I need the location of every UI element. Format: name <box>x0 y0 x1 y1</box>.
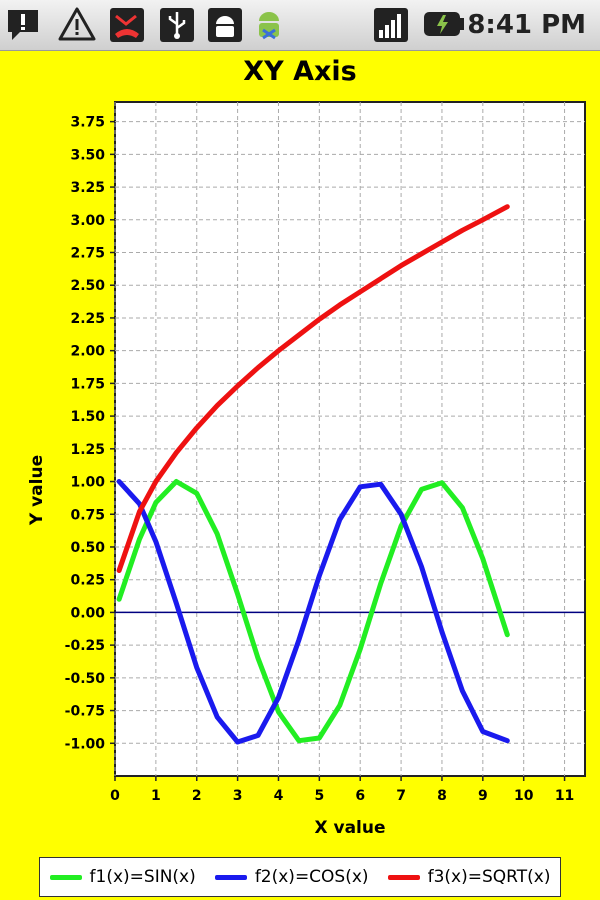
y-tick-label: 1.50 <box>70 409 105 425</box>
x-axis-label: X value <box>314 818 385 838</box>
x-tick-label: 4 <box>274 788 284 804</box>
y-tick-label: -0.25 <box>65 638 105 654</box>
android-debug-icon <box>259 12 279 40</box>
series-lines <box>116 204 510 745</box>
legend-item-sin: f1(x)=SIN(x) <box>49 867 196 887</box>
legend-swatch-sqrt <box>387 874 420 880</box>
warning-icon <box>58 7 96 41</box>
y-tick-label: 3.50 <box>70 147 105 163</box>
y-tick-label: -0.50 <box>65 671 106 687</box>
legend-label-sqrt: f3(x)=SQRT(x) <box>427 867 551 887</box>
y-tick-label: 1.25 <box>70 442 105 458</box>
x-tick-label: 3 <box>233 788 243 804</box>
chart-legend: f1(x)=SIN(x) f2(x)=COS(x) f3(x)=SQRT(x) <box>39 857 561 897</box>
legend-label-sin: f1(x)=SIN(x) <box>89 867 196 887</box>
x-tick-label: 2 <box>192 788 202 804</box>
x-tick-label: 5 <box>314 788 324 804</box>
status-bar: 8:41 PM <box>0 0 600 51</box>
y-tick-label: 0.25 <box>70 573 105 589</box>
series-line-sqrt <box>116 204 510 573</box>
y-tick-label: 2.00 <box>70 344 105 360</box>
y-tick-label: 3.75 <box>70 115 105 131</box>
y-axis-label: Y value <box>27 455 47 526</box>
x-axis-ticks: 0 1 2 3 4 5 6 7 8 9 10 11 <box>110 776 574 804</box>
legend-swatch-sin <box>49 874 82 880</box>
series-line-cos <box>116 479 510 745</box>
x-tick-label: 1 <box>151 788 161 804</box>
legend-label-cos: f2(x)=COS(x) <box>254 867 369 887</box>
y-tick-label: 2.75 <box>70 246 105 262</box>
x-tick-label: 7 <box>396 788 406 804</box>
android-robot-icon <box>208 8 242 42</box>
y-tick-label: 2.25 <box>70 311 105 327</box>
y-tick-label: 1.00 <box>70 475 105 491</box>
signal-strength-icon <box>374 8 408 42</box>
y-axis-ticks: 3.75 3.50 3.25 3.00 2.75 2.50 2.25 2.00 1.75 1.50… <box>65 115 115 752</box>
missed-call-icon <box>110 8 144 42</box>
y-tick-label: 0.50 <box>70 540 105 556</box>
series-line-sin <box>116 479 510 744</box>
chart-title: XY Axis <box>243 56 356 87</box>
y-tick-label: 1.75 <box>70 376 105 392</box>
status-clock: 8:41 PM <box>467 10 586 40</box>
x-tick-label: 11 <box>555 788 574 804</box>
y-tick-label: -0.75 <box>65 704 105 720</box>
y-tick-label: 3.25 <box>70 180 105 196</box>
legend-item-cos: f2(x)=COS(x) <box>214 867 369 887</box>
xy-chart: XY Axis 3.75 3.50 3.25 3.00 2.75 2.50 2.25 2.00… <box>27 56 586 838</box>
y-tick-label: 3.00 <box>70 213 105 229</box>
x-tick-label: 8 <box>437 788 447 804</box>
legend-item-sqrt: f3(x)=SQRT(x) <box>387 867 551 887</box>
x-tick-label: 0 <box>110 788 120 804</box>
usb-icon <box>160 8 194 42</box>
battery-charging-icon <box>424 12 464 36</box>
y-tick-label: 0.75 <box>70 507 105 523</box>
x-tick-label: 9 <box>478 788 488 804</box>
y-tick-label: 2.50 <box>70 278 105 294</box>
y-tick-label: -1.00 <box>65 736 106 752</box>
x-tick-label: 10 <box>514 788 534 804</box>
y-tick-label: 0.00 <box>70 605 105 621</box>
speech-bubble-alert-icon <box>8 10 38 40</box>
legend-swatch-cos <box>214 874 247 880</box>
x-tick-label: 6 <box>355 788 365 804</box>
